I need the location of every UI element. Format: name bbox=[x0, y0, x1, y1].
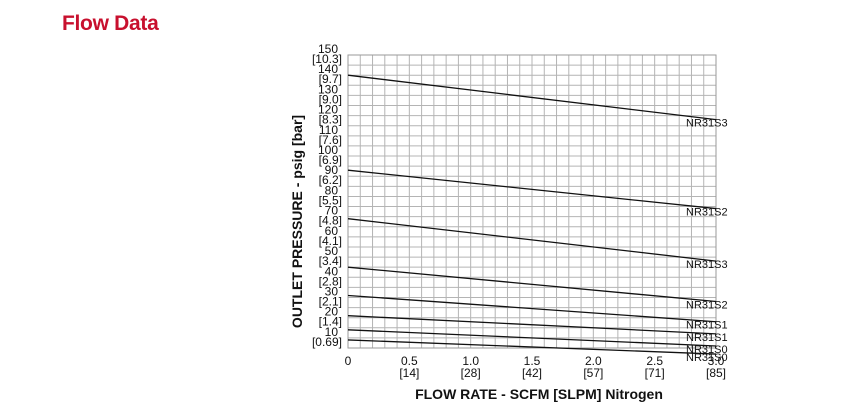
series-label-5: NR31S1 bbox=[686, 320, 728, 332]
y-tick-sublabel: [2.1] bbox=[319, 294, 342, 308]
series-line-1 bbox=[347, 74, 717, 121]
y-tick-sublabel: [6.9] bbox=[319, 153, 342, 167]
x-tick-sublabel: [14] bbox=[399, 366, 419, 380]
y-tick-sublabel: [4.8] bbox=[319, 214, 342, 228]
x-tick-sublabel: [42] bbox=[522, 366, 542, 380]
x-tick-label: 2.5 bbox=[646, 354, 663, 368]
y-axis-title: OUTLET PRESSURE - psig [bar] bbox=[289, 115, 305, 328]
series-line-2 bbox=[347, 169, 717, 210]
series-label-3: NR31S3 bbox=[686, 259, 728, 271]
y-tick-label: 100 bbox=[318, 143, 338, 157]
y-tick-sublabel: [10.3] bbox=[312, 52, 342, 66]
chart-series-labels: NR31S3NR31S2NR31S3NR31S2NR31S1NR31S1NR31… bbox=[686, 118, 728, 364]
series-label-6: NR31S1 bbox=[686, 332, 728, 344]
page-heading: Flow Data bbox=[62, 12, 159, 35]
x-tick-label: 3.0 bbox=[708, 354, 725, 368]
y-tick-label: 150 bbox=[318, 42, 338, 56]
x-axis-ticks: 0 0.5[14] 1.0[28] 1.5[42] 2.0[57] 2.5[71] 3.0[… bbox=[345, 354, 726, 380]
x-tick-label: 0 bbox=[345, 354, 352, 368]
x-tick-label: 1.0 bbox=[462, 354, 479, 368]
series-line-3 bbox=[347, 218, 717, 262]
y-tick-sublabel: [3.4] bbox=[319, 254, 342, 268]
x-tick-label: 2.0 bbox=[585, 354, 602, 368]
y-tick-sublabel: [6.2] bbox=[319, 173, 342, 187]
x-tick-label: 1.5 bbox=[524, 354, 541, 368]
x-tick-label: 0.5 bbox=[401, 354, 418, 368]
y-tick-label: 50 bbox=[325, 244, 339, 258]
series-line-4 bbox=[347, 266, 717, 303]
y-tick-sublabel: [9.7] bbox=[319, 72, 342, 86]
y-tick-label: 130 bbox=[318, 82, 338, 96]
y-tick-label: 10 bbox=[325, 325, 339, 339]
x-tick-sublabel: [85] bbox=[706, 366, 726, 380]
y-tick-label: 20 bbox=[325, 305, 339, 319]
y-tick-sublabel: [9.0] bbox=[319, 92, 342, 106]
y-tick-label: 110 bbox=[319, 123, 338, 137]
x-tick-sublabel: [28] bbox=[461, 366, 481, 380]
y-tick-sublabel: [2.8] bbox=[319, 274, 342, 288]
series-line-7 bbox=[347, 329, 717, 347]
chart-series bbox=[347, 74, 717, 355]
y-tick-label: 140 bbox=[318, 62, 338, 76]
y-tick-sublabel: [0.69] bbox=[312, 335, 342, 349]
y-tick-sublabel: [7.6] bbox=[319, 133, 342, 147]
series-label-2: NR31S2 bbox=[686, 207, 728, 219]
y-tick-label: 90 bbox=[325, 163, 339, 177]
chart-grid bbox=[348, 55, 716, 348]
series-line-8 bbox=[347, 339, 717, 355]
x-tick-sublabel: [71] bbox=[645, 366, 665, 380]
y-tick-sublabel: [5.5] bbox=[319, 193, 342, 207]
x-tick-sublabel: [57] bbox=[583, 366, 603, 380]
y-tick-label: 80 bbox=[325, 183, 339, 197]
series-label-8: NR31S0 bbox=[686, 352, 728, 364]
plot-area-frame bbox=[347, 54, 717, 349]
y-tick-label: 30 bbox=[325, 284, 339, 298]
y-tick-label: 120 bbox=[318, 103, 338, 117]
y-axis-ticks: 150[10.3]140[9.7]130[9.0]120[8.3]110[7.6… bbox=[312, 42, 342, 349]
y-tick-label: 70 bbox=[325, 204, 339, 218]
series-label-4: NR31S2 bbox=[686, 300, 728, 312]
y-tick-sublabel: [1.4] bbox=[319, 315, 342, 329]
series-line-6 bbox=[347, 315, 717, 335]
y-tick-label: 40 bbox=[325, 264, 339, 278]
y-tick-sublabel: [4.1] bbox=[319, 234, 342, 248]
series-label-1: NR31S3 bbox=[686, 118, 728, 130]
series-label-7: NR31S0 bbox=[686, 344, 728, 356]
y-tick-sublabel: [8.3] bbox=[319, 113, 342, 127]
x-axis-title: FLOW RATE - SCFM [SLPM] Nitrogen bbox=[415, 386, 663, 402]
y-tick-label: 60 bbox=[325, 224, 339, 238]
series-line-5 bbox=[347, 294, 717, 323]
